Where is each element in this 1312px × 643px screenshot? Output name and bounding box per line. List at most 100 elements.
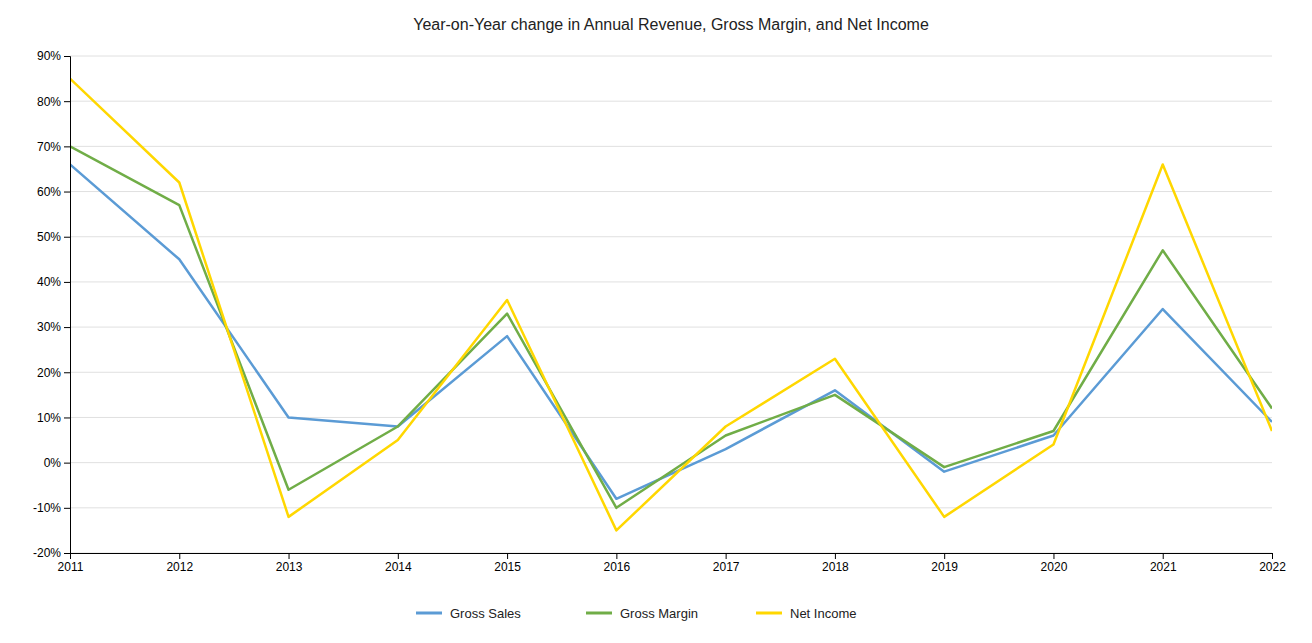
- grid-line: [70, 417, 1272, 418]
- y-tick-label: 60%: [37, 185, 61, 199]
- grid-line: [70, 372, 1272, 373]
- y-tick-mark: [64, 146, 70, 147]
- x-tick-mark: [616, 553, 617, 559]
- grid-line: [70, 56, 1272, 57]
- y-tick-mark: [64, 508, 70, 509]
- legend-item: Net Income: [756, 606, 856, 621]
- chart-svg: 2011 2012 2013 2014 2015 2016 2017 2018 2019 2020…: [0, 0, 1312, 643]
- y-tick-label: 50%: [37, 230, 61, 244]
- y-tick-label: 70%: [37, 140, 61, 154]
- x-tick-label: 2013: [276, 560, 303, 574]
- y-tick: 90%: [37, 49, 70, 63]
- legend: Gross Sales Gross Margin Net Income: [416, 606, 856, 621]
- y-tick-label: 20%: [37, 366, 61, 380]
- grid: [70, 56, 1272, 553]
- title: Year-on-Year change in Annual Revenue, G…: [413, 16, 929, 33]
- y-tick: -10%: [33, 501, 70, 515]
- x-axis: 2011 2012 2013 2014 2015 2016 2017 2018 2019 2020…: [58, 553, 1287, 574]
- plot: 2011 2012 2013 2014 2015 2016 2017 2018 2019 2020…: [33, 49, 1286, 573]
- y-tick-mark: [64, 417, 70, 418]
- x-tick-label: 2018: [822, 560, 849, 574]
- x-tick-label: 2019: [931, 560, 958, 574]
- y-tick: 0%: [44, 456, 70, 470]
- x-tick: 2014: [385, 553, 412, 574]
- grid-line: [70, 146, 1272, 147]
- y-tick-mark: [64, 463, 70, 464]
- y-tick-label: 30%: [37, 320, 61, 334]
- x-tick-mark: [507, 553, 508, 559]
- legend-swatch: [586, 612, 612, 615]
- y-tick: 30%: [37, 320, 70, 334]
- y-tick-mark: [64, 327, 70, 328]
- x-tick-label: 2017: [713, 560, 740, 574]
- y-axis-line: [64, 57, 71, 554]
- lines: [70, 79, 1272, 531]
- x-tick-mark: [1053, 553, 1054, 559]
- grid-line: [70, 462, 1272, 463]
- x-tick: 2018: [822, 553, 849, 574]
- legend-item: Gross Margin: [586, 606, 698, 621]
- x-tick-mark: [289, 553, 290, 559]
- y-tick-mark: [64, 101, 70, 102]
- x-tick-mark: [179, 553, 180, 559]
- x-tick-mark: [1163, 553, 1164, 559]
- chart-container: 2011 2012 2013 2014 2015 2016 2017 2018 2019 2020…: [0, 0, 1312, 643]
- y-tick: 60%: [37, 185, 70, 199]
- y-tick-label: 0%: [44, 456, 62, 470]
- y-tick: 50%: [37, 230, 70, 244]
- y-tick: 10%: [37, 411, 70, 425]
- y-tick: 40%: [37, 275, 70, 289]
- x-tick-label: 2014: [385, 560, 412, 574]
- x-tick-label: 2020: [1041, 560, 1068, 574]
- x-tick-mark: [726, 553, 727, 559]
- x-tick-label: 2015: [494, 560, 521, 574]
- y-tick-mark: [64, 553, 70, 554]
- grid-line: [70, 236, 1272, 237]
- y-tick-mark: [64, 372, 70, 373]
- x-tick: 2015: [494, 553, 521, 574]
- y-tick-label: -20%: [33, 546, 61, 560]
- y-tick: -20%: [33, 546, 70, 560]
- y-tick-mark: [64, 192, 70, 193]
- x-tick: 2011: [58, 553, 84, 574]
- legend-swatch: [416, 612, 442, 615]
- series-line: [70, 79, 1272, 531]
- x-tick: 2013: [276, 553, 303, 574]
- y-tick-label: 80%: [37, 95, 61, 109]
- y-tick: 20%: [37, 366, 70, 380]
- legend-label: Gross Sales: [450, 606, 521, 621]
- y-tick-mark: [64, 282, 70, 283]
- x-tick: 2016: [604, 553, 631, 574]
- y-tick-mark: [64, 56, 70, 57]
- x-tick: 2012: [166, 553, 193, 574]
- x-tick: 2019: [931, 553, 958, 574]
- x-tick-label: 2012: [166, 560, 193, 574]
- x-tick-label: 2011: [58, 560, 84, 574]
- grid-line: [70, 101, 1272, 102]
- y-tick-label: 40%: [37, 275, 61, 289]
- x-tick-label: 2021: [1150, 560, 1177, 574]
- x-axis-line: [71, 554, 1273, 560]
- x-tick: 2022: [1259, 553, 1286, 574]
- y-tick-label: -10%: [33, 501, 61, 515]
- x-tick-mark: [1272, 553, 1273, 559]
- y-axis: -20% -10% 0% 10% 20% 30% 40% 50% 60% 70% 80% 90%: [33, 49, 71, 560]
- x-tick-mark: [835, 553, 836, 559]
- series-line: [70, 164, 1272, 498]
- legend-item: Gross Sales: [416, 606, 521, 621]
- grid-line: [70, 191, 1272, 192]
- x-tick: 2017: [713, 553, 740, 574]
- x-tick-label: 2022: [1259, 560, 1286, 574]
- y-tick-label: 90%: [37, 49, 61, 63]
- x-tick-mark: [944, 553, 945, 559]
- legend-swatch: [756, 612, 782, 615]
- x-tick-mark: [398, 553, 399, 559]
- x-tick: 2020: [1041, 553, 1068, 574]
- grid-line: [70, 327, 1272, 328]
- y-tick: 70%: [37, 140, 70, 154]
- y-tick: 80%: [37, 95, 70, 109]
- grid-line: [70, 281, 1272, 282]
- y-tick-mark: [64, 237, 70, 238]
- grid-line: [70, 507, 1272, 508]
- x-tick: 2021: [1150, 553, 1177, 574]
